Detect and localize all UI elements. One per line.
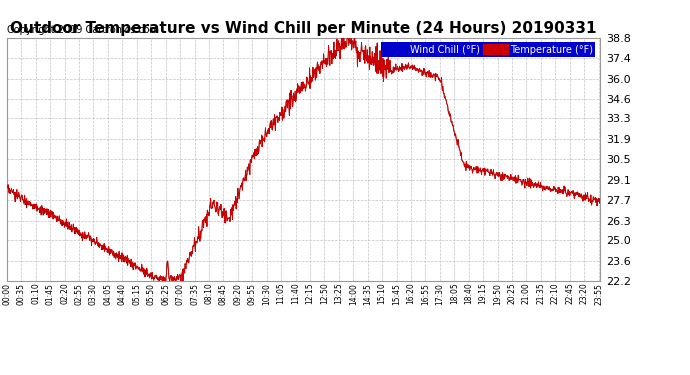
Text: Copyright 2019 Cartronics.com: Copyright 2019 Cartronics.com <box>7 25 159 35</box>
Title: Outdoor Temperature vs Wind Chill per Minute (24 Hours) 20190331: Outdoor Temperature vs Wind Chill per Mi… <box>10 21 597 36</box>
Legend: Wind Chill (°F), Temperature (°F): Wind Chill (°F), Temperature (°F) <box>381 42 595 57</box>
